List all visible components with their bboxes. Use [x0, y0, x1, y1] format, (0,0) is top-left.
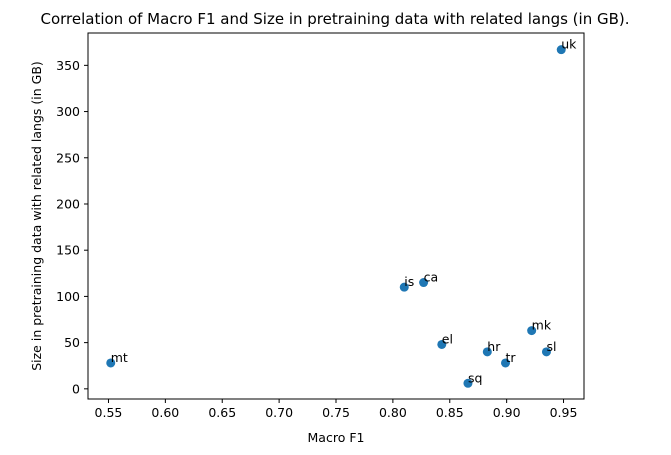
data-point-mk [527, 326, 537, 336]
data-point-label-mt: mt [111, 350, 128, 365]
data-point-sl [541, 347, 551, 357]
y-tick-label: 200 [56, 196, 80, 211]
data-point-label-mk: mk [532, 318, 552, 333]
x-tick-label: 0.90 [493, 405, 521, 420]
data-point-uk [556, 45, 566, 55]
y-tick-label: 150 [56, 243, 80, 258]
y-tick-label: 0 [72, 381, 80, 396]
data-point-el [437, 339, 447, 349]
data-point-label-uk: uk [561, 37, 577, 52]
x-tick-label: 0.80 [379, 405, 407, 420]
x-tick-label: 0.85 [436, 405, 464, 420]
x-axis-label: Macro F1 [308, 430, 365, 445]
data-point-is [399, 282, 409, 292]
data-point-sq [463, 378, 473, 388]
data-point-label-hr: hr [487, 339, 501, 354]
y-axis-label: Size in pretraining data with related la… [29, 61, 44, 371]
plot-area [87, 32, 585, 400]
y-tick-label: 300 [56, 104, 80, 119]
data-point-label-sl: sl [546, 339, 556, 354]
data-point-label-el: el [442, 331, 453, 346]
y-tick-label: 350 [56, 58, 80, 73]
data-point-label-is: is [404, 274, 414, 289]
y-tick-label: 250 [56, 150, 80, 165]
y-tick-label: 50 [64, 335, 80, 350]
data-point-label-ca: ca [424, 270, 439, 285]
data-point-label-tr: tr [506, 350, 517, 365]
data-point-mt [106, 358, 116, 368]
x-tick-label: 0.70 [265, 405, 293, 420]
data-point-ca [419, 278, 429, 288]
x-tick-label: 0.55 [95, 405, 123, 420]
data-point-label-sq: sq [468, 370, 482, 385]
x-tick-label: 0.75 [322, 405, 350, 420]
x-tick-label: 0.60 [151, 405, 179, 420]
y-axis: 0 50 100 150 200 250 300 350 [56, 58, 88, 396]
y-tick-label: 100 [56, 289, 80, 304]
x-tick-label: 0.95 [550, 405, 578, 420]
data-point-tr [501, 358, 511, 368]
x-axis: 0.55 0.60 0.65 0.70 0.75 0.80 0.85 0.90 0.95 [95, 399, 578, 420]
x-tick-label: 0.65 [208, 405, 236, 420]
chart-title: Correlation of Macro F1 and Size in pret… [40, 10, 629, 28]
data-point-hr [482, 347, 492, 357]
